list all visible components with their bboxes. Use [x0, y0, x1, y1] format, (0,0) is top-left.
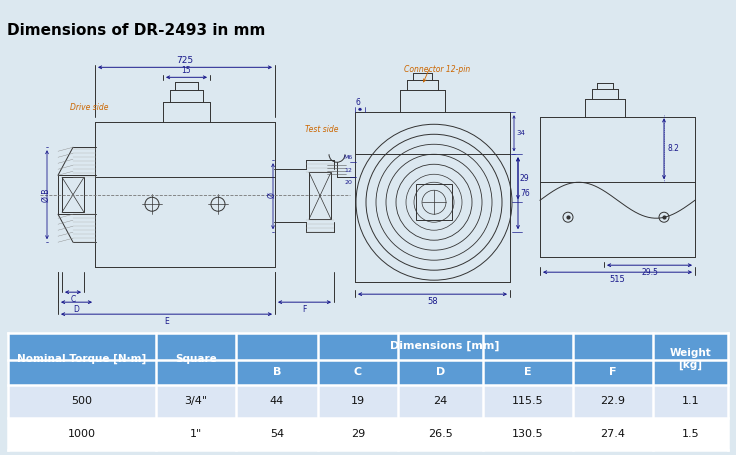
Text: B: B: [273, 367, 281, 377]
Text: 1": 1": [190, 429, 202, 439]
Text: D: D: [436, 367, 445, 377]
Text: Ø: Ø: [267, 192, 277, 198]
Bar: [8, 333, 728, 385]
Text: Nominal Torque [N·m]: Nominal Torque [N·m]: [18, 354, 146, 364]
Text: D: D: [74, 305, 79, 314]
Text: F: F: [609, 367, 617, 377]
Text: 27.4: 27.4: [601, 429, 626, 439]
Text: Drive side: Drive side: [70, 103, 108, 112]
Text: 15: 15: [182, 66, 191, 76]
Text: C: C: [71, 295, 76, 304]
Text: 130.5: 130.5: [512, 429, 544, 439]
Text: 34: 34: [516, 130, 525, 136]
Text: 20: 20: [344, 180, 352, 185]
Text: 115.5: 115.5: [512, 396, 544, 406]
Text: 29: 29: [351, 429, 365, 439]
Text: 1.5: 1.5: [682, 429, 699, 439]
Text: 26.5: 26.5: [428, 429, 453, 439]
Text: 12: 12: [344, 168, 352, 173]
Text: Dimensions [mm]: Dimensions [mm]: [390, 341, 499, 351]
Bar: [8, 418, 728, 450]
Text: 24: 24: [434, 396, 447, 406]
Text: 54: 54: [270, 429, 284, 439]
Bar: [8, 385, 728, 418]
Text: Connector 12-pin: Connector 12-pin: [404, 66, 470, 74]
Text: 3/4": 3/4": [185, 396, 208, 406]
Text: 19: 19: [351, 396, 365, 406]
Text: 6: 6: [355, 98, 361, 107]
Text: E: E: [524, 367, 532, 377]
Text: 22.9: 22.9: [601, 396, 626, 406]
Text: 58: 58: [427, 297, 438, 306]
Text: Square: Square: [175, 354, 217, 364]
Text: 500: 500: [71, 396, 93, 406]
Text: 29: 29: [520, 174, 530, 183]
Text: Dimensions of DR-2493 in mm: Dimensions of DR-2493 in mm: [7, 23, 266, 38]
Text: Test side: Test side: [305, 125, 339, 134]
Text: 515: 515: [609, 275, 626, 284]
Text: E: E: [164, 317, 169, 326]
Text: 29.5: 29.5: [641, 268, 658, 277]
Text: Weight
[kg]: Weight [kg]: [670, 348, 712, 369]
Text: 1.1: 1.1: [682, 396, 699, 406]
Text: 725: 725: [177, 56, 194, 66]
Text: 44: 44: [270, 396, 284, 406]
Text: C: C: [354, 367, 362, 377]
Text: 1000: 1000: [68, 429, 96, 439]
Text: M6: M6: [344, 155, 353, 160]
Text: Ø B: Ø B: [41, 188, 51, 202]
Text: F: F: [302, 305, 307, 314]
Text: 76: 76: [520, 189, 530, 198]
Text: 8.2: 8.2: [668, 144, 680, 153]
